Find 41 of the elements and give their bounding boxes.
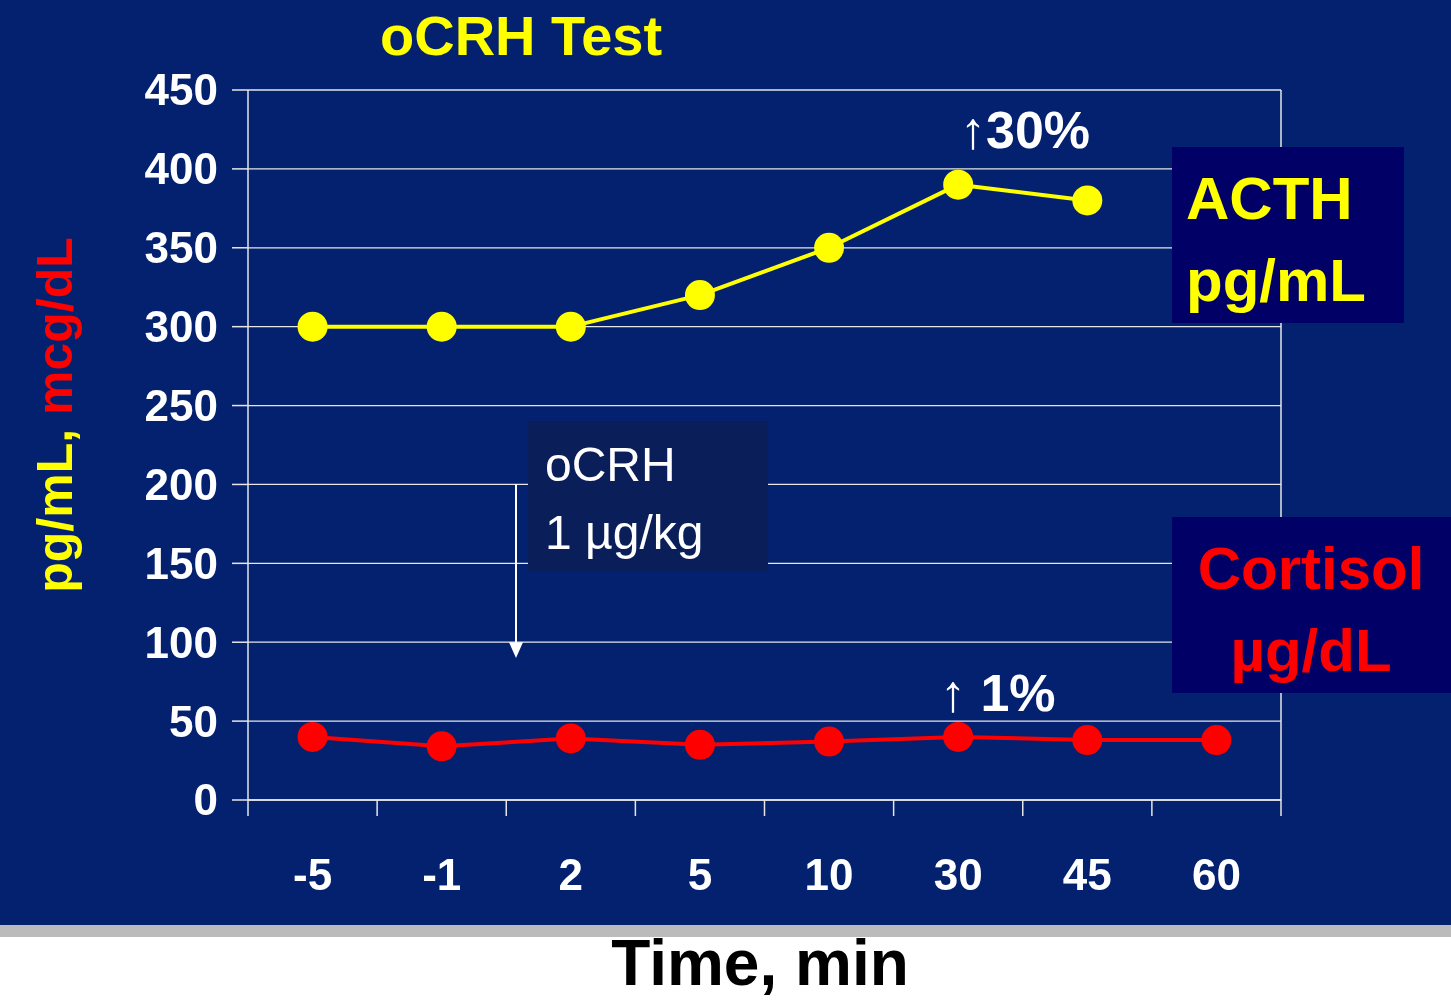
x-tick-label: 10 xyxy=(804,850,854,899)
point xyxy=(297,311,328,342)
x-axis-title: Time, min xyxy=(611,927,909,999)
y-tick-label: 450 xyxy=(144,65,218,115)
series-label: ACTH pg/mL xyxy=(1186,165,1366,314)
point xyxy=(684,729,715,760)
point xyxy=(1201,725,1232,756)
y-tick-label: 300 xyxy=(144,302,218,352)
point xyxy=(297,721,328,752)
point xyxy=(684,280,715,311)
chart-title: oCRH Test xyxy=(380,4,663,67)
point xyxy=(814,726,845,757)
y-tick-label: 350 xyxy=(144,223,218,273)
series-label: Cortisol µg/dL xyxy=(1197,535,1425,684)
point xyxy=(1072,185,1103,216)
y-tick-label: 250 xyxy=(144,380,218,430)
x-tick-label: 5 xyxy=(687,850,713,899)
y-tick-label: 100 xyxy=(144,617,218,667)
x-tick-label: -5 xyxy=(293,850,333,899)
point xyxy=(555,311,586,342)
x-tick-label: 60 xyxy=(1191,850,1241,899)
y-tick-label: 0 xyxy=(193,775,218,825)
point xyxy=(426,731,457,762)
annotation: ↑ 1% xyxy=(940,663,1056,722)
y-tick-label: 150 xyxy=(144,538,218,588)
x-tick-label: -1 xyxy=(422,850,462,899)
point xyxy=(943,721,974,752)
x-tick-label: 45 xyxy=(1062,850,1112,899)
point xyxy=(943,169,974,200)
annotation: oCRH 1 µg/kg xyxy=(545,438,704,560)
point xyxy=(426,311,457,342)
point xyxy=(1072,725,1103,756)
point xyxy=(814,232,845,263)
annotation: ↑30% xyxy=(960,100,1091,159)
y-axis-title: pg/mL, mcg/dL xyxy=(27,237,83,593)
y-tick-label: 50 xyxy=(169,696,218,746)
y-tick-label: 400 xyxy=(144,144,218,194)
x-tick-label: 2 xyxy=(558,850,584,899)
point xyxy=(555,723,586,754)
x-tick-label: 30 xyxy=(933,850,983,899)
y-tick-label: 200 xyxy=(144,459,218,509)
